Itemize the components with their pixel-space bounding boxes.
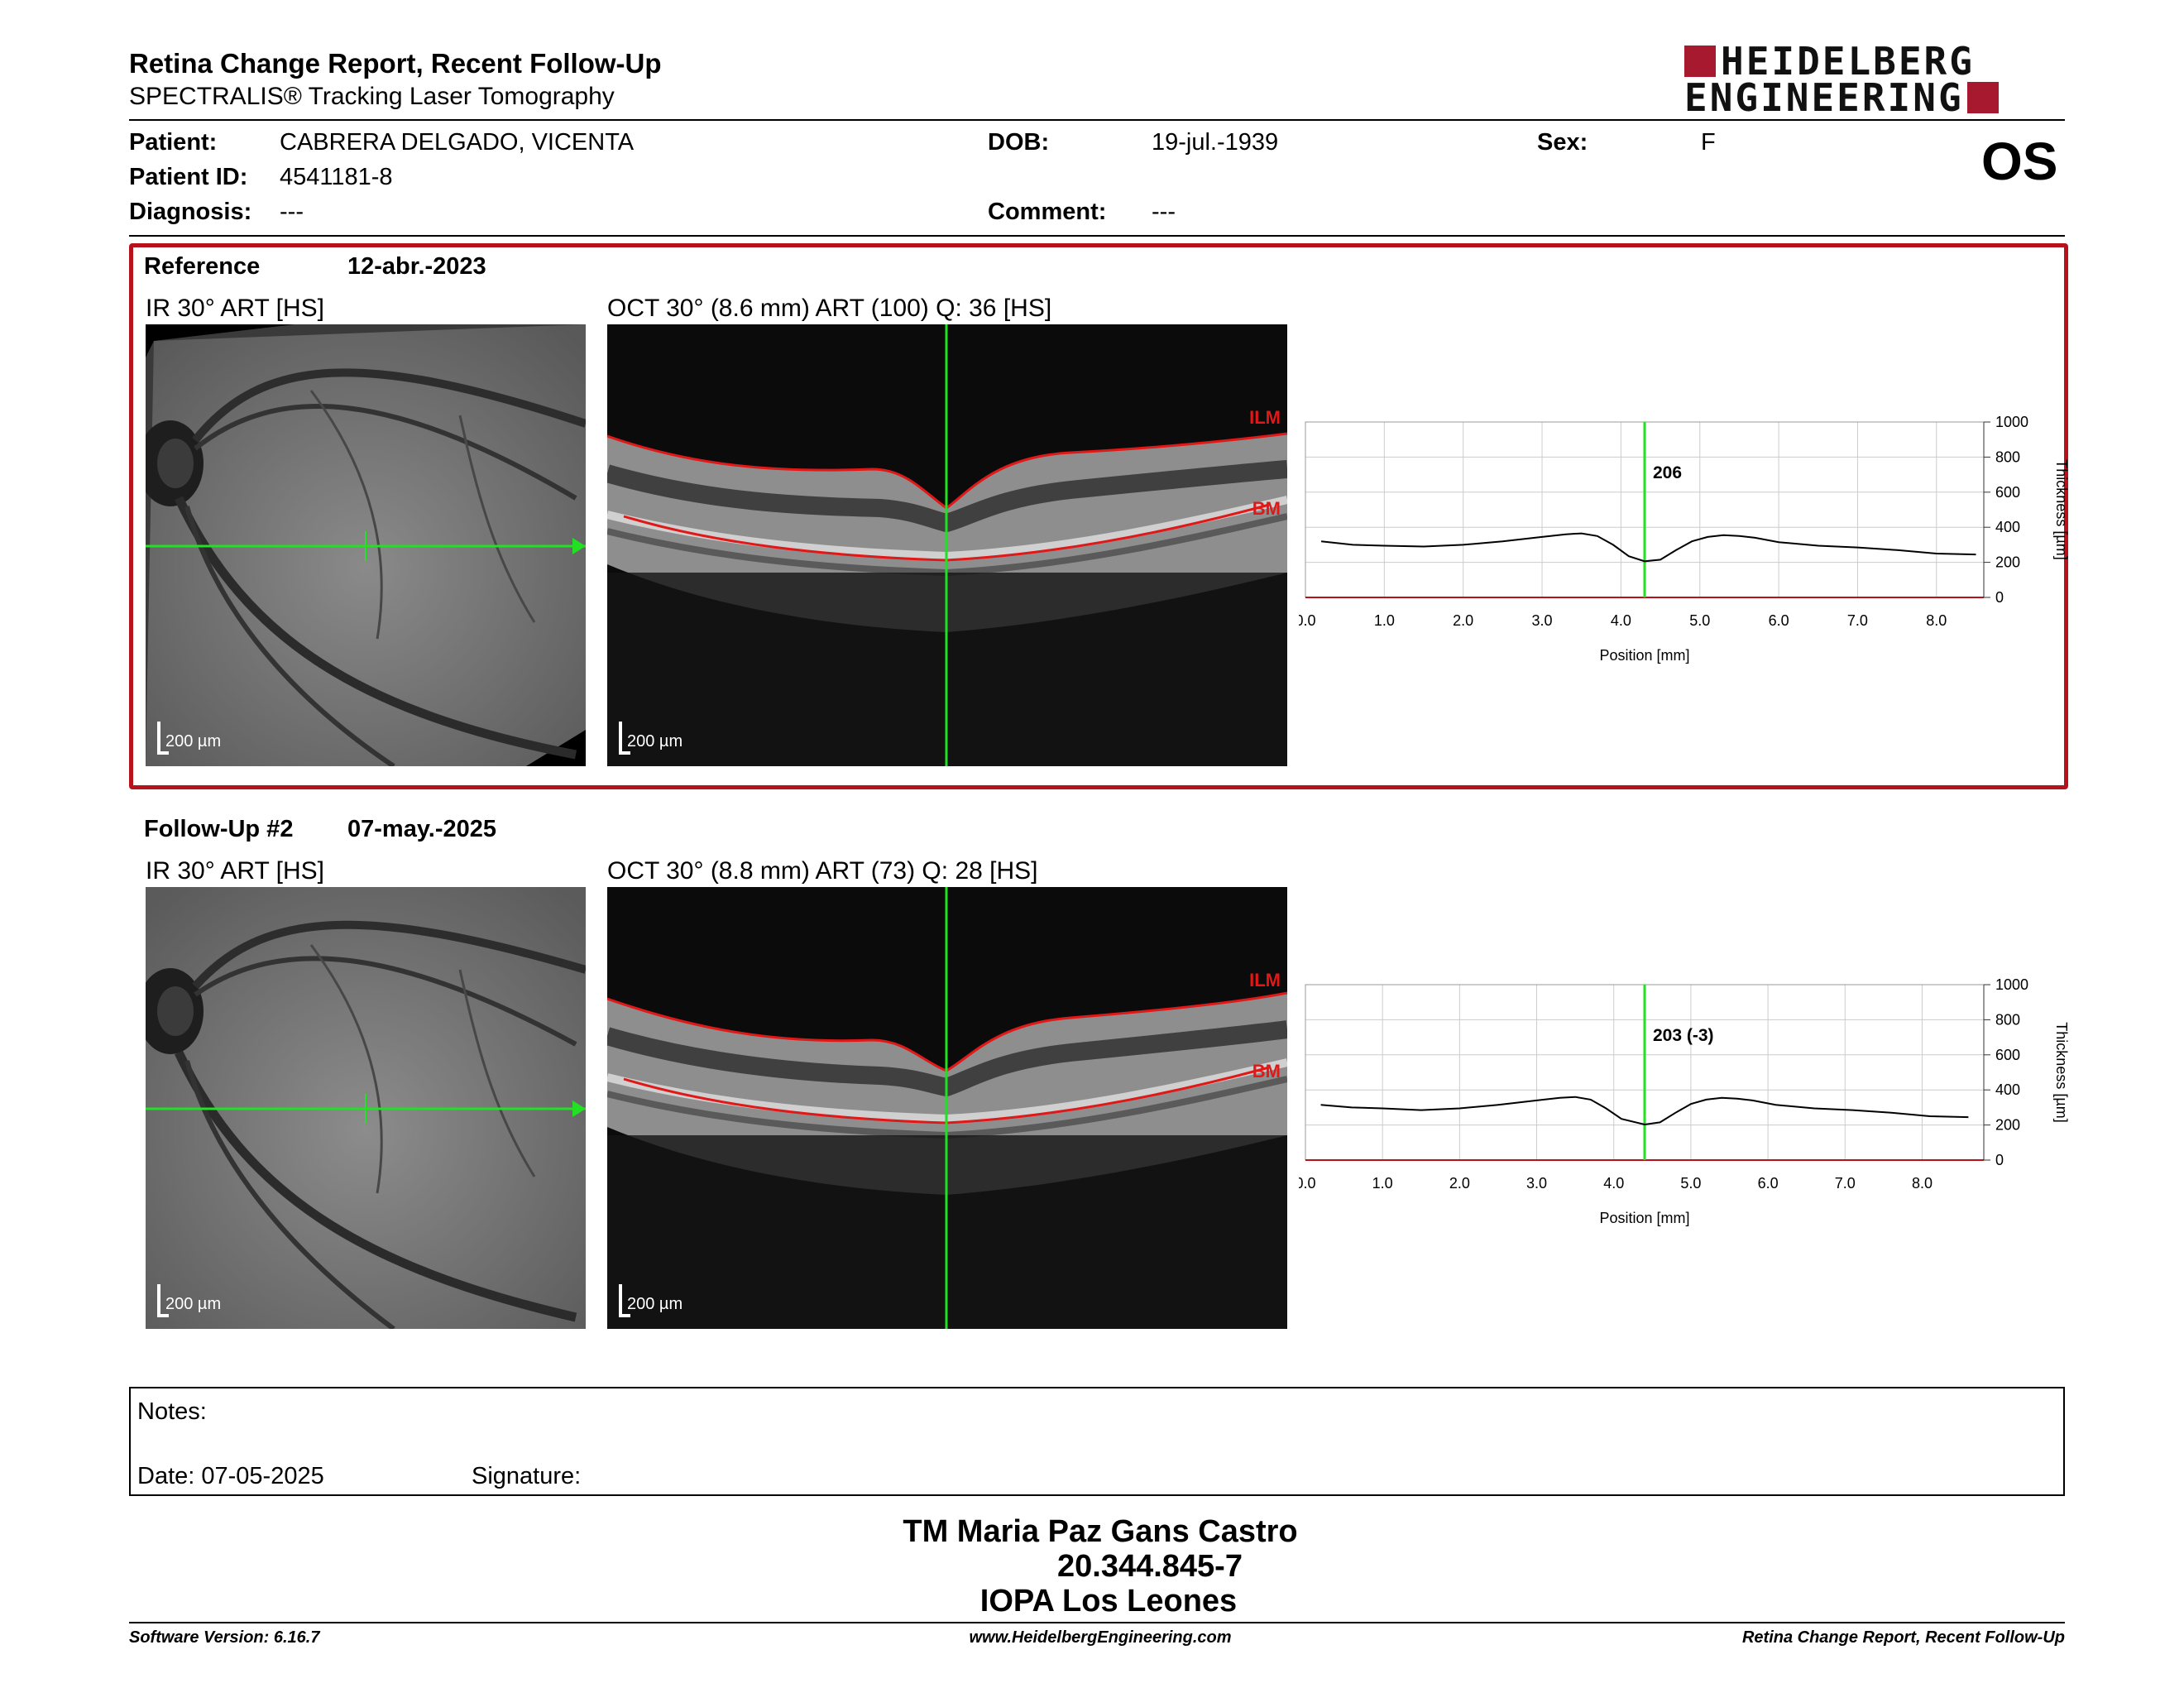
reference-thickness-chart: 0.0 1.0 2.0 3.0 4.0 5.0 6.0 7.0 8.0 0 200 400 600 800…	[1299, 414, 2068, 664]
comment-value: ---	[1152, 199, 1176, 225]
y-tick-label: 600	[1995, 484, 2020, 501]
y-tick-label: 800	[1995, 448, 2020, 465]
notes-label: Notes:	[137, 1398, 207, 1425]
signer-id: 20.344.845-7	[1057, 1549, 1243, 1584]
patient-id-label: Patient ID:	[129, 164, 248, 190]
patient-id: 4541181-8	[280, 164, 393, 190]
y-tick-label: 200	[1995, 554, 2020, 571]
signer-name: TM Maria Paz Gans Castro	[903, 1514, 1298, 1549]
footer-divider	[129, 1622, 2065, 1623]
y-tick-label: 1000	[1995, 976, 2028, 993]
x-tick-label: 1.0	[1374, 612, 1395, 629]
diagnosis-label: Diagnosis:	[129, 199, 252, 225]
y-tick-label: 800	[1995, 1011, 2020, 1028]
logo-square-icon	[1966, 82, 1999, 113]
x-tick-label: 7.0	[1847, 612, 1868, 629]
header-divider	[129, 119, 2065, 121]
x-tick-label: 5.0	[1689, 612, 1710, 629]
followup-ir-image: 200 µm	[146, 887, 586, 1329]
scale-label: 200 µm	[627, 732, 683, 750]
x-tick-label: 1.0	[1372, 1175, 1393, 1192]
scale-label: 200 µm	[165, 732, 222, 750]
x-tick-label: 2.0	[1449, 1175, 1470, 1192]
x-tick-label: 0.0	[1299, 1175, 1316, 1192]
sex-label: Sex:	[1537, 129, 1588, 156]
x-tick-label: 4.0	[1603, 1175, 1624, 1192]
y-axis-label: Thickness [µm]	[2053, 1022, 2068, 1122]
x-tick-label: 8.0	[1926, 612, 1947, 629]
thickness-series-line	[1320, 1096, 1969, 1126]
x-tick-label: 3.0	[1526, 1175, 1547, 1192]
patient-name: CABRERA DELGADO, VICENTA	[280, 129, 635, 156]
notes-date: Date: 07-05-2025	[137, 1463, 324, 1489]
diagnosis-value: ---	[280, 199, 304, 225]
reference-oct-drawing	[607, 324, 1287, 766]
x-axis-label: Position [mm]	[1599, 1210, 1689, 1226]
notes-box: Notes: Date: 07-05-2025 Signature:	[129, 1387, 2065, 1496]
reference-label: Reference	[144, 253, 261, 280]
thickness-series-line	[1320, 532, 1976, 563]
reference-oct-caption: OCT 30° (8.6 mm) ART (100) Q: 36 [HS]	[607, 295, 1052, 322]
bm-label: BM	[1252, 498, 1281, 519]
signer-org: IOPA Los Leones	[979, 1584, 1238, 1618]
x-tick-label: 4.0	[1611, 612, 1631, 629]
footer-report-name: Retina Change Report, Recent Follow-Up	[1741, 1628, 2065, 1647]
y-tick-label: 1000	[1995, 414, 2028, 430]
logo-line-2: ENGINEERING	[1684, 75, 1964, 120]
logo-line-1: HEIDELBERG	[1721, 39, 1975, 84]
scale-label: 200 µm	[165, 1295, 222, 1313]
y-tick-label: 0	[1995, 589, 2004, 606]
x-axis-label: Position [mm]	[1599, 647, 1689, 664]
x-tick-label: 2.0	[1453, 612, 1473, 629]
followup-ir-caption: IR 30° ART [HS]	[146, 857, 324, 885]
software-version: Software Version: 6.16.7	[129, 1628, 320, 1647]
bm-label: BM	[1252, 1061, 1281, 1081]
x-tick-label: 5.0	[1680, 1175, 1701, 1192]
x-tick-label: 7.0	[1835, 1175, 1856, 1192]
y-tick-label: 200	[1995, 1117, 2020, 1134]
followup-label: Follow-Up #2	[144, 816, 294, 842]
followup-fundus-drawing	[146, 887, 586, 1329]
followup-oct-caption: OCT 30° (8.8 mm) ART (73) Q: 28 [HS]	[607, 857, 1038, 885]
followup-thickness-chart: 0.0 1.0 2.0 3.0 4.0 5.0 6.0 7.0 8.0 0 200 400 600 800…	[1299, 976, 2068, 1226]
x-tick-label: 3.0	[1532, 612, 1553, 629]
patient-label: Patient:	[129, 129, 218, 156]
y-tick-label: 600	[1995, 1047, 2020, 1063]
followup-oct-image: ILM BM 200 µm	[607, 887, 1287, 1329]
signature-label: Signature:	[472, 1463, 582, 1489]
reference-oct-image: ILM BM 200 µm	[607, 324, 1287, 766]
reference-ir-image: 200 µm	[146, 324, 586, 766]
scale-label: 200 µm	[627, 1295, 683, 1313]
ilm-label: ILM	[1249, 970, 1281, 990]
dob-value: 19-jul.-1939	[1152, 129, 1279, 156]
y-tick-label: 0	[1995, 1152, 2004, 1168]
website-link[interactable]: www.HeidelbergEngineering.com	[969, 1628, 1232, 1647]
report-title: Retina Change Report, Recent Follow-Up	[129, 48, 662, 79]
y-tick-label: 400	[1995, 519, 2020, 535]
y-tick-label: 400	[1995, 1081, 2020, 1098]
reference-ir-caption: IR 30° ART [HS]	[146, 295, 324, 322]
comment-label: Comment:	[988, 199, 1107, 225]
marker-value-label: 203 (-3)	[1653, 1026, 1714, 1045]
logo-square-icon	[1684, 46, 1716, 77]
sex-value: F	[1701, 129, 1716, 156]
eye-indicator: OS	[1981, 132, 2058, 191]
x-tick-label: 6.0	[1769, 612, 1789, 629]
followup-date: 07-may.-2025	[347, 816, 497, 842]
reference-box	[129, 243, 2068, 789]
reference-fundus-drawing	[146, 324, 586, 766]
heidelberg-logo: HEIDELBERG ENGINEERING	[1684, 39, 2065, 120]
x-tick-label: 8.0	[1912, 1175, 1933, 1192]
dob-label: DOB:	[988, 129, 1050, 156]
x-tick-label: 0.0	[1299, 612, 1316, 629]
report-subtitle: SPECTRALIS® Tracking Laser Tomography	[129, 83, 615, 110]
y-axis-label: Thickness [µm]	[2053, 459, 2068, 559]
x-tick-label: 6.0	[1758, 1175, 1779, 1192]
followup-oct-drawing	[607, 887, 1287, 1329]
reference-date: 12-abr.-2023	[347, 253, 486, 280]
patient-divider	[129, 235, 2065, 237]
ilm-label: ILM	[1249, 407, 1281, 428]
marker-value-label: 206	[1653, 463, 1682, 482]
